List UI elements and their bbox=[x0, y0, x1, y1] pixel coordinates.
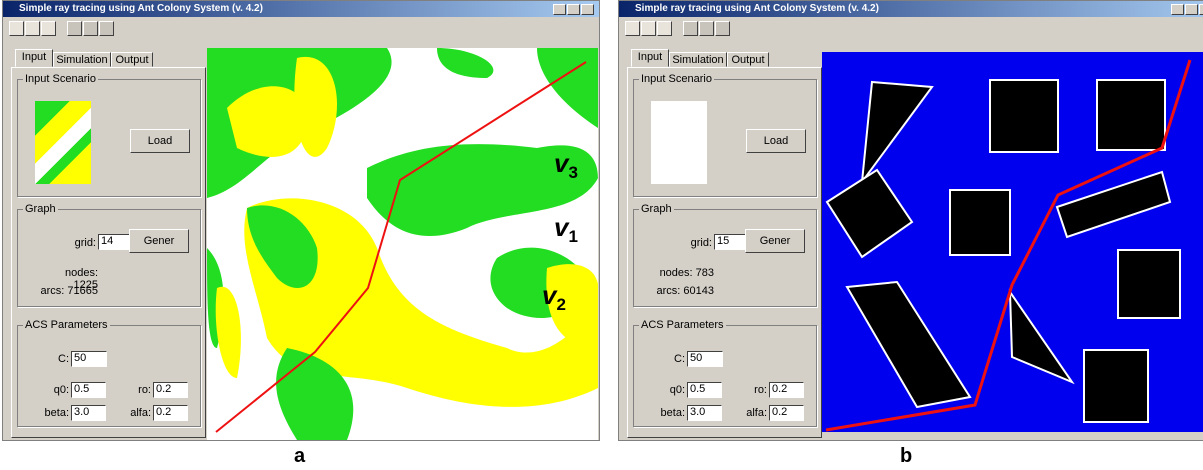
scene-b bbox=[822, 52, 1203, 432]
minimize-button[interactable] bbox=[553, 4, 566, 15]
region-label: v3 bbox=[554, 148, 578, 183]
region-label: v2 bbox=[542, 280, 566, 315]
group-label: ACS Parameters bbox=[23, 319, 110, 331]
group-label: ACS Parameters bbox=[639, 319, 726, 331]
toolbar-icon[interactable] bbox=[641, 21, 656, 36]
scene-a bbox=[207, 48, 598, 440]
param-input[interactable]: 50 bbox=[687, 351, 723, 367]
caption: b bbox=[900, 445, 913, 467]
param-input[interactable]: 0.2 bbox=[769, 405, 804, 421]
group-label: Input Scenario bbox=[23, 73, 98, 85]
toolbar-icon[interactable] bbox=[99, 21, 114, 36]
gener-button[interactable]: Gener bbox=[129, 229, 189, 253]
toolbar-icon[interactable] bbox=[625, 21, 640, 36]
load-button[interactable]: Load bbox=[130, 129, 190, 153]
tab-panel bbox=[627, 67, 822, 438]
toolbar-icon[interactable] bbox=[67, 21, 82, 36]
caption: a bbox=[294, 445, 306, 467]
group-box bbox=[17, 79, 201, 197]
grid-input[interactable]: 15 bbox=[714, 234, 750, 250]
tab[interactable]: Input bbox=[15, 49, 53, 67]
scenario-thumbnail bbox=[35, 101, 91, 184]
param-label: ro: bbox=[138, 384, 151, 396]
tab[interactable]: Simulation bbox=[669, 52, 727, 67]
title-bar: Simple ray tracing using Ant Colony Syst… bbox=[3, 1, 599, 17]
param-label: ro: bbox=[754, 384, 767, 396]
minimize-button[interactable] bbox=[1171, 4, 1184, 15]
group-label: Graph bbox=[639, 203, 674, 215]
toolbar-icon[interactable] bbox=[9, 21, 24, 36]
group-box bbox=[633, 209, 817, 307]
param-input[interactable]: 0.2 bbox=[769, 382, 804, 398]
subscript: 2 bbox=[556, 295, 566, 315]
param-label: q0: bbox=[669, 384, 685, 396]
tab[interactable]: Output bbox=[727, 52, 769, 67]
param-input[interactable]: 3.0 bbox=[687, 405, 722, 421]
tab[interactable]: Input bbox=[631, 49, 669, 67]
arcs-label: arcs: 60143 bbox=[656, 285, 714, 297]
tab[interactable]: Output bbox=[111, 52, 153, 67]
param-input[interactable]: 0.5 bbox=[71, 382, 106, 398]
group-box bbox=[17, 209, 201, 307]
toolbar-icon[interactable] bbox=[41, 21, 56, 36]
scenario-thumbnail bbox=[651, 101, 707, 184]
load-button[interactable]: Load bbox=[746, 129, 806, 153]
tab[interactable]: Simulation bbox=[53, 52, 111, 67]
toolbar-icon[interactable] bbox=[699, 21, 714, 36]
grid-label: grid: bbox=[690, 237, 712, 249]
param-input[interactable]: 0.2 bbox=[153, 405, 188, 421]
param-input[interactable]: 0.5 bbox=[687, 382, 722, 398]
nodes-label: nodes: 783 bbox=[659, 267, 714, 279]
param-label: beta: bbox=[44, 407, 69, 419]
param-label: alfa: bbox=[130, 407, 151, 419]
grid-input[interactable]: 14 bbox=[98, 234, 134, 250]
toolbar-icon[interactable] bbox=[25, 21, 40, 36]
subscript: 1 bbox=[568, 227, 578, 247]
param-label: beta: bbox=[660, 407, 685, 419]
grid-label: grid: bbox=[74, 237, 96, 249]
close-button[interactable] bbox=[581, 4, 594, 15]
arcs-label: arcs: 71665 bbox=[40, 285, 98, 297]
param-input[interactable]: 3.0 bbox=[71, 405, 106, 421]
nodes-label: nodes: 1225 bbox=[64, 267, 98, 291]
toolbar-icon[interactable] bbox=[683, 21, 698, 36]
param-input[interactable]: 50 bbox=[71, 351, 107, 367]
param-label: alfa: bbox=[746, 407, 767, 419]
group-label: Graph bbox=[23, 203, 58, 215]
param-label: C: bbox=[58, 353, 69, 365]
title-bar: Simple ray tracing using Ant Colony Syst… bbox=[619, 1, 1203, 17]
maximize-button[interactable] bbox=[567, 4, 580, 15]
param-label: q0: bbox=[53, 384, 69, 396]
param-label: C: bbox=[674, 353, 685, 365]
maximize-button[interactable] bbox=[1185, 4, 1198, 15]
region-label: v1 bbox=[554, 212, 578, 247]
toolbar-icon[interactable] bbox=[715, 21, 730, 36]
param-input[interactable]: 0.2 bbox=[153, 382, 188, 398]
close-button[interactable] bbox=[1199, 4, 1203, 15]
toolbar-icon[interactable] bbox=[657, 21, 672, 36]
group-label: Input Scenario bbox=[639, 73, 714, 85]
gener-button[interactable]: Gener bbox=[745, 229, 805, 253]
toolbar-icon[interactable] bbox=[83, 21, 98, 36]
group-box bbox=[633, 79, 817, 197]
subscript: 3 bbox=[568, 163, 578, 183]
tab-panel bbox=[11, 67, 206, 438]
